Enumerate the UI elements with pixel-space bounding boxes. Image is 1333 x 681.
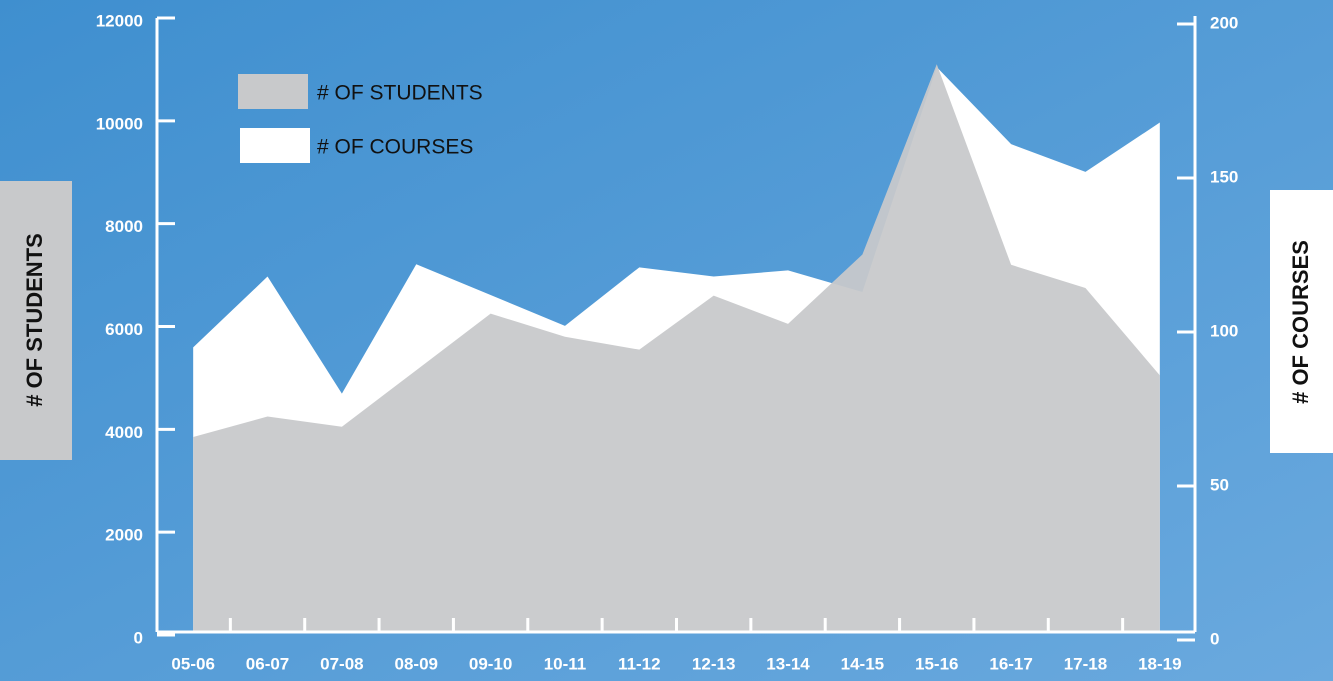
x-tick-label: 18-19 (1138, 654, 1181, 673)
legend-swatch (238, 74, 308, 109)
y2-tick-label: 100 (1210, 321, 1238, 340)
y2-tick-label: 150 (1210, 167, 1238, 186)
y2-tick-label: 0 (1210, 629, 1219, 648)
legend-label: # OF COURSES (317, 136, 473, 159)
x-tick-label: 15-16 (915, 654, 958, 673)
y-tick-label: 6000 (105, 320, 143, 339)
area (193, 64, 1160, 632)
x-tick-label: 17-18 (1064, 654, 1107, 673)
x-tick-label: 10-11 (544, 654, 587, 673)
x-tick-label: 07-08 (320, 654, 363, 673)
x-tick-label: 11-12 (618, 654, 661, 673)
legend-swatch (240, 128, 310, 163)
y-axis-label: # OF STUDENTS (22, 233, 47, 407)
x-tick-label: 09-10 (469, 654, 512, 673)
y-tick-label: 10000 (96, 114, 143, 133)
y2-tick-label: 200 (1210, 13, 1238, 32)
x-tick-label: 14-15 (841, 654, 884, 673)
x-tick-label: 08-09 (395, 654, 438, 673)
x-tick-label: 06-07 (246, 654, 289, 673)
y-tick-label: 4000 (105, 423, 143, 442)
x-tick-label: 13-14 (766, 654, 810, 673)
y-tick-label: 12000 (96, 11, 143, 30)
legend-label: # OF STUDENTS (317, 82, 483, 105)
y-tick-label: 0 (134, 628, 143, 647)
y-label-box (0, 181, 72, 460)
y-tick-label: 2000 (105, 526, 143, 545)
x-tick-label: 16-17 (989, 654, 1032, 673)
y2-tick-label: 50 (1210, 475, 1229, 494)
x-tick-label: 12-13 (692, 654, 735, 673)
y2-label-box (1270, 190, 1333, 453)
y2-axis-label: # OF COURSES (1288, 240, 1313, 404)
x-tick-label: 05-06 (171, 654, 214, 673)
y-tick-label: 8000 (105, 217, 143, 236)
